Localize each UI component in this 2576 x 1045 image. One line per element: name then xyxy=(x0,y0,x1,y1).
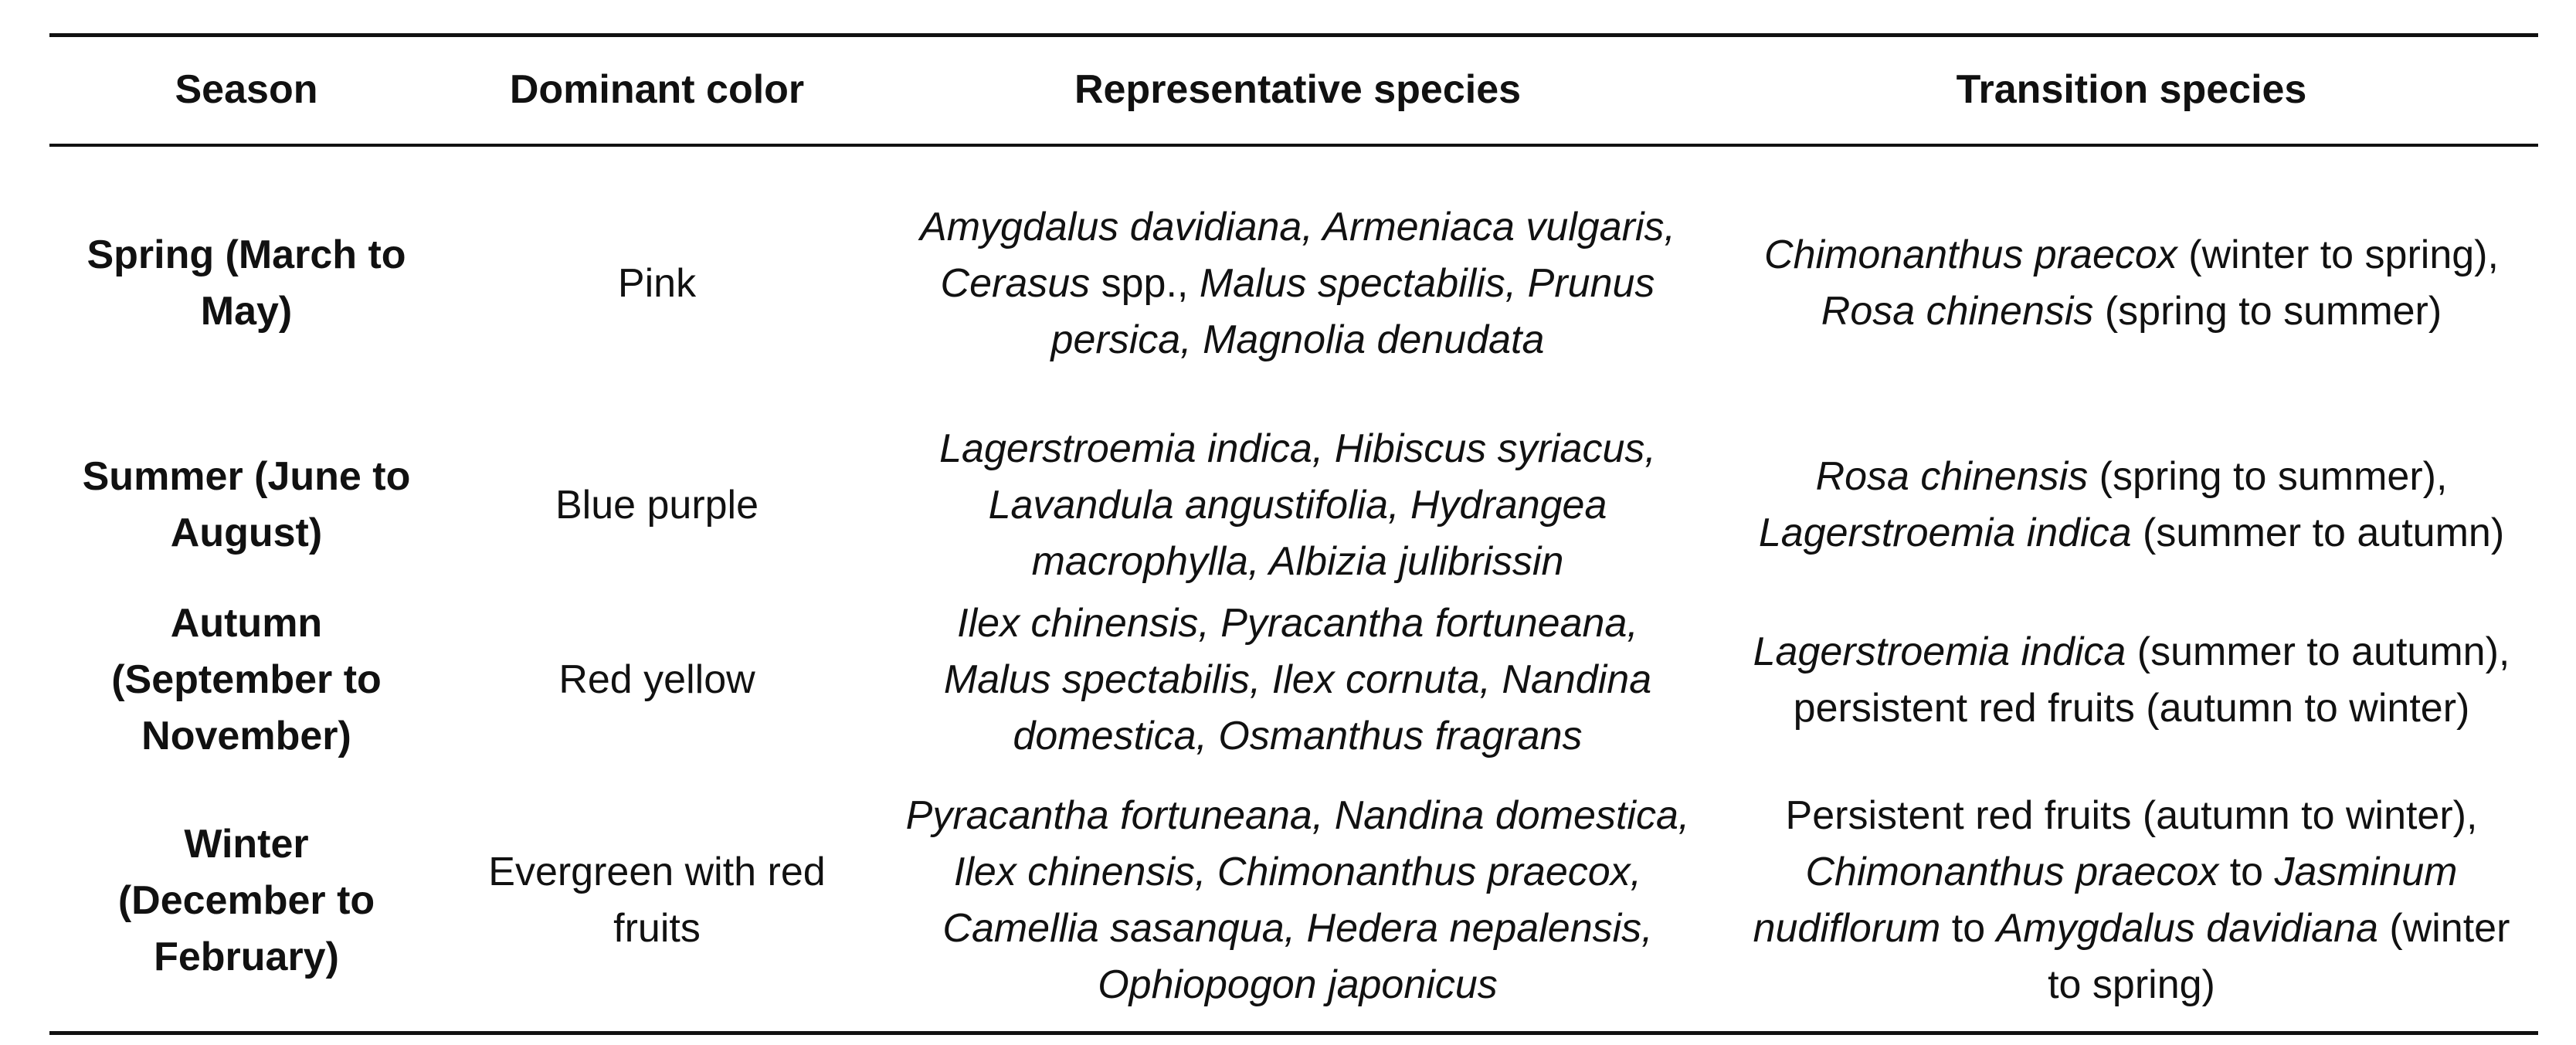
season-cell: Autumn (September to November) xyxy=(111,601,382,758)
text: Persistent red fruits (autumn to winter)… xyxy=(1785,793,2478,839)
transition-cell: Chimonanthus praecox (winter to spring),… xyxy=(1725,145,2538,421)
italic-text: Rosa chinensis xyxy=(1815,454,2089,499)
italic-text: Amygdalus davidiana xyxy=(1996,906,2378,952)
transition-cell: Lagerstroemia indica (summer to autumn),… xyxy=(1725,590,2538,771)
header-row: Season Dominant color Representative speci… xyxy=(49,35,2538,145)
italic-text: Lagerstroemia indica xyxy=(1758,511,2132,555)
text: to xyxy=(1940,906,1997,952)
italic-text: Ilex chinensis, Pyracantha fortuneana, M… xyxy=(943,601,1652,758)
season-cell: Summer (June to August) xyxy=(82,454,411,555)
italic-text: Malus spectabilis, Prunus persica, Magno… xyxy=(1050,260,1655,362)
species-cell: Ilex chinensis, Pyracantha fortuneana, M… xyxy=(871,590,1725,771)
season-cell: Spring (March to May) xyxy=(87,232,406,334)
text: (summer to autumn), persistent red fruit… xyxy=(1793,629,2510,731)
text: (spring to summer) xyxy=(2093,289,2442,334)
season-cell: Winter (December to February) xyxy=(117,821,375,979)
transition-cell: Persistent red fruits (autumn to winter)… xyxy=(1725,771,2538,1033)
column-header: Season xyxy=(175,67,318,113)
text: to xyxy=(2218,850,2275,895)
table-row: Winter (December to February) Evergreen w… xyxy=(49,771,2538,1033)
transition-cell: Rosa chinensis (spring to summer), Lager… xyxy=(1725,421,2538,590)
table-header: Season Dominant color Representative speci… xyxy=(49,35,2538,145)
text: (summer to autumn) xyxy=(2131,511,2505,555)
text: spp., xyxy=(1090,260,1200,306)
table-row: Spring (March to May) Pink Amygdalus david… xyxy=(49,145,2538,421)
color-cell: Blue purple xyxy=(555,482,759,528)
italic-text: Lagerstroemia indica, Hibiscus syriacus,… xyxy=(939,426,1656,584)
color-cell: Evergreen with red fruits xyxy=(488,850,826,952)
table-body: Spring (March to May) Pink Amygdalus david… xyxy=(49,145,2538,1033)
column-header: Transition species xyxy=(1956,67,2307,113)
table-row: Autumn (September to November) Red yellow… xyxy=(49,590,2538,771)
italic-text: Amygdalus davidiana, Armeniaca vulgaris,… xyxy=(920,204,1675,306)
column-header: Dominant color xyxy=(509,67,805,113)
text: (winter to spring) xyxy=(2048,906,2510,1008)
italic-text: Lagerstroemia indica xyxy=(1753,629,2126,674)
species-cell: Pyracantha fortuneana, Nandina domestica… xyxy=(871,771,1725,1033)
season-table: Season Dominant color Representative speci… xyxy=(49,33,2538,1035)
color-cell: Red yellow xyxy=(558,657,755,702)
italic-text: Chimonanthus praecox xyxy=(1805,850,2219,895)
italic-text: Pyracantha fortuneana, Nandina domestica… xyxy=(905,793,1690,1008)
color-cell: Pink xyxy=(617,260,697,306)
species-cell: Amygdalus davidiana, Armeniaca vulgaris,… xyxy=(871,145,1725,421)
table-row: Summer (June to August) Blue purple Lagers… xyxy=(49,421,2538,590)
italic-text: Rosa chinensis xyxy=(1821,289,2094,334)
species-cell: Lagerstroemia indica, Hibiscus syriacus,… xyxy=(871,421,1725,590)
text: (spring to summer), xyxy=(2088,454,2448,499)
text: (winter to spring), xyxy=(2177,232,2499,277)
italic-text: Chimonanthus praecox xyxy=(1764,232,2177,277)
column-header: Representative species xyxy=(1074,67,1522,113)
italic-text: Jasminum nudiflorum xyxy=(1753,850,2458,952)
